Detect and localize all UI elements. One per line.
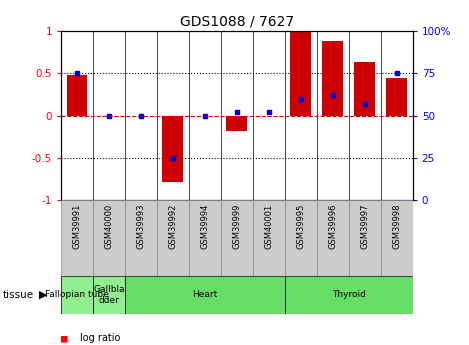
Bar — [125, 276, 285, 314]
Bar — [253, 200, 285, 276]
Text: GSM40001: GSM40001 — [265, 204, 273, 249]
Text: GSM39999: GSM39999 — [232, 204, 242, 249]
Text: Gallbla
dder: Gallbla dder — [93, 285, 125, 305]
Bar — [61, 276, 93, 314]
Bar — [317, 200, 349, 276]
Bar — [157, 200, 189, 276]
Text: GSM39995: GSM39995 — [296, 204, 305, 249]
Text: ▶: ▶ — [39, 290, 47, 300]
Text: Heart: Heart — [192, 290, 218, 299]
Bar — [227, 116, 247, 131]
Bar — [285, 200, 317, 276]
Text: GSM39993: GSM39993 — [136, 204, 145, 249]
Text: GSM39994: GSM39994 — [200, 204, 209, 249]
Text: GSM39997: GSM39997 — [360, 204, 369, 249]
Text: GSM39996: GSM39996 — [328, 204, 337, 249]
Bar — [285, 276, 413, 314]
Bar — [221, 200, 253, 276]
Bar — [61, 200, 93, 276]
Bar — [290, 31, 311, 116]
Text: GSM39998: GSM39998 — [392, 204, 401, 249]
Bar — [93, 200, 125, 276]
Text: GSM40000: GSM40000 — [105, 204, 113, 249]
Text: GSM39991: GSM39991 — [72, 204, 82, 249]
Text: tissue: tissue — [2, 290, 33, 300]
Bar — [189, 200, 221, 276]
Bar — [355, 62, 375, 116]
Title: GDS1088 / 7627: GDS1088 / 7627 — [180, 14, 294, 29]
Text: Fallopian tube: Fallopian tube — [45, 290, 109, 299]
Bar — [93, 276, 125, 314]
Text: Thyroid: Thyroid — [332, 290, 366, 299]
Bar — [67, 75, 87, 116]
Bar — [349, 200, 381, 276]
Text: log ratio: log ratio — [80, 333, 120, 343]
Bar — [125, 200, 157, 276]
Bar — [386, 78, 407, 116]
Bar — [381, 200, 413, 276]
Bar — [162, 116, 183, 181]
Text: ■: ■ — [61, 333, 68, 343]
Bar — [322, 41, 343, 116]
Text: GSM39992: GSM39992 — [168, 204, 177, 249]
